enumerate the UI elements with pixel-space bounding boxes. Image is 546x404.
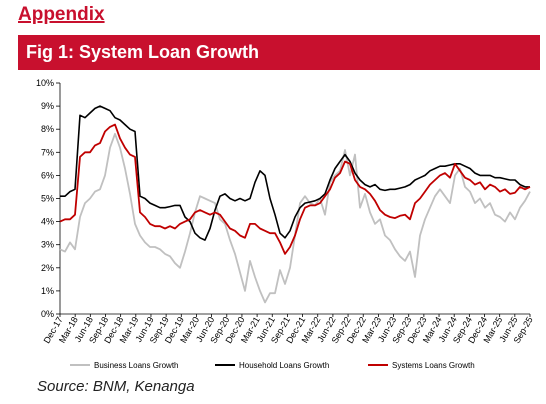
figure-title: Fig 1: System Loan Growth: [26, 42, 260, 62]
y-tick-label: 2%: [41, 263, 54, 273]
legend: Business Loans Growth Household Loans Gro…: [70, 361, 475, 370]
series-layer: [59, 105, 531, 304]
y-tick-label: 4%: [41, 217, 54, 227]
y-tick-label: 1%: [41, 286, 54, 296]
y-tick-label: 6%: [41, 170, 54, 180]
series-line-2: [60, 105, 530, 241]
y-tick-label: 5%: [41, 194, 54, 204]
y-tick-label: 8%: [41, 124, 54, 134]
source-note: Source: BNM, Kenanga: [37, 378, 195, 395]
legend-label-2: Household Loans Growth: [239, 361, 329, 370]
series-line-3: [59, 123, 531, 255]
x-axis: Dec-17Mar-18Jun-18Sep-18Dec-18Mar-19Jun-…: [42, 314, 535, 345]
y-tick-label: 10%: [36, 78, 54, 88]
y-tick-label: 7%: [41, 147, 54, 157]
legend-label-1: Business Loans Growth: [94, 361, 179, 370]
legend-label-3: Systems Loans Growth: [392, 361, 475, 370]
loan-growth-chart: 0% 1% 2% 3% 4% 5% 6% 7% 8% 9% 10% Dec-17Mar-18Jun-…: [36, 78, 535, 370]
y-tick-label: 0%: [41, 309, 54, 319]
y-tick-label: 9%: [41, 101, 54, 111]
figure-title-bar: Fig 1: System Loan Growth: [18, 35, 540, 70]
y-axis: 0% 1% 2% 3% 4% 5% 6% 7% 8% 9% 10%: [36, 78, 60, 319]
appendix-heading: Appendix: [18, 4, 105, 25]
y-tick-label: 3%: [41, 240, 54, 250]
